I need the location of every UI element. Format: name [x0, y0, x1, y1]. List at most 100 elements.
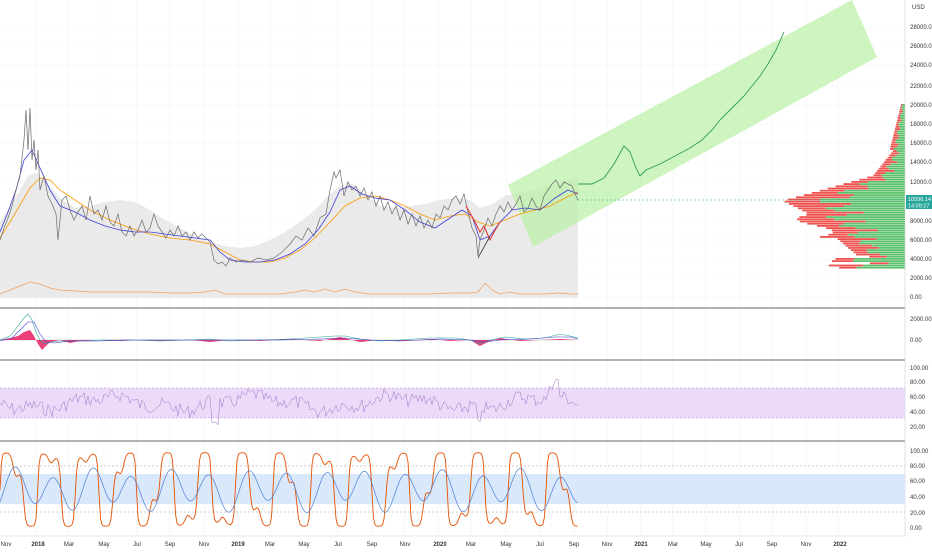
volume-profile-sell-bar [891, 143, 899, 146]
projection-path [578, 31, 785, 185]
price-tick-label: 26000.00 [910, 44, 932, 50]
stochastic-axis: 100.00 80.00 60.00 40.00 20.00 0.00 [910, 449, 929, 532]
time-tick-label: Jul [536, 542, 544, 548]
volume-profile-buy-bar [866, 249, 905, 251]
volume-profile-buy-bar [896, 150, 905, 152]
price-tick-label: 24000.00 [910, 63, 932, 69]
volume-profile-buy-bar [879, 253, 905, 256]
volume-profile-buy-bar [844, 189, 905, 192]
volume-profile-sell-bar [897, 119, 902, 122]
volume-profile-sell-bar [797, 207, 826, 210]
volume-profile-sell-bar [877, 170, 895, 172]
volume-profile-sell-bar [816, 225, 839, 227]
price-tick-label: 4000.00 [910, 257, 932, 263]
stochastic-pane[interactable] [0, 452, 905, 527]
volume-profile-sell-bar [899, 110, 903, 113]
volume-profile-buy-bar [878, 247, 905, 249]
volume-profile-sell-bar [819, 189, 845, 192]
volume-profile-sell-bar [831, 229, 878, 232]
volume-profile-sell-bar [889, 154, 896, 157]
volume-profile-buy-bar [890, 163, 905, 166]
volume-profile-sell-bar [896, 121, 900, 124]
volume-profile-sell-bar [795, 196, 850, 199]
volume-profile-sell-bar [894, 128, 901, 130]
volume-profile-buy-bar [837, 192, 905, 194]
pattern-line [477, 235, 491, 259]
volume-profile-sell-bar [892, 150, 897, 152]
volume-profile-buy-bar [853, 194, 905, 196]
volume-profile-buy-bar [899, 152, 905, 155]
current-price-tag[interactable]: 10596.14 14:09:27 [906, 195, 932, 210]
price-axis[interactable]: 28000.00 26000.00 24000.00 22000.00 20000.00… [910, 25, 932, 301]
candle-countdown: 14:09:27 [908, 204, 929, 210]
volume-profile-buy-bar [843, 205, 905, 207]
time-axis[interactable]: Nov 2018 Mar May Jul Sep Nov 2019 Mar May Jul Sep No… [1, 542, 848, 548]
volume-profile-buy-bar [898, 123, 905, 126]
volume-profile-buy-bar [877, 229, 905, 232]
macd-tick-label: 2000.00 [910, 317, 932, 323]
volume-profile-buy-bar [899, 115, 905, 117]
time-tick-label: Jul [334, 542, 342, 548]
volume-profile-buy-bar [902, 104, 905, 106]
volume-profile [784, 104, 905, 269]
volume-profile-buy-bar [838, 225, 905, 227]
volume-profile-sell-bar [895, 126, 900, 128]
time-tick-label: 2018 [31, 542, 45, 548]
pattern-highlight [465, 205, 501, 242]
rsi-pane[interactable] [0, 379, 905, 426]
volume-profile-sell-bar [859, 178, 886, 181]
time-tick-label: Nov [801, 542, 812, 548]
rsi-tick-label: 40.00 [910, 410, 926, 416]
time-tick-label: 2022 [833, 542, 847, 548]
volume-profile-sell-bar [835, 185, 867, 188]
rsi-line [0, 379, 579, 426]
volume-profile-buy-bar [825, 207, 905, 210]
volume-profile-sell-bar [893, 132, 897, 135]
price-tick-label: 2000.00 [910, 276, 932, 282]
time-tick-label: Sep [569, 542, 580, 548]
volume-profile-buy-bar [886, 165, 905, 168]
volume-profile-buy-bar [900, 112, 905, 115]
macd-pane[interactable] [0, 313, 579, 350]
price-pane[interactable] [0, 0, 905, 298]
currency-label: USD [912, 5, 925, 11]
volume-profile-buy-bar [851, 203, 905, 205]
volume-profile-sell-bar [788, 198, 821, 201]
macd-axis: 2000.00 0.00 [910, 317, 932, 344]
volume-profile-buy-bar [826, 216, 905, 218]
volume-profile-buy-bar [899, 121, 905, 124]
volume-profile-buy-bar [859, 242, 905, 245]
volume-profile-sell-bar [784, 200, 820, 203]
volume-profile-sell-bar [880, 165, 887, 168]
volume-profile-buy-bar [895, 154, 905, 157]
price-tick-label: 18000.00 [910, 122, 932, 128]
time-tick-label: Nov [400, 542, 411, 548]
volume-profile-buy-bar [853, 260, 905, 262]
volume-profile-buy-bar [846, 214, 905, 216]
volume-profile-buy-bar [888, 262, 905, 265]
volume-profile-sell-bar [891, 141, 896, 144]
volume-profile-buy-bar [866, 185, 905, 188]
volume-profile-sell-bar [897, 117, 901, 119]
price-tick-label: 22000.00 [910, 84, 932, 90]
volume-profile-buy-bar [819, 200, 905, 203]
time-tick-label: Mar [668, 542, 678, 548]
volume-profile-sell-bar [828, 233, 848, 236]
volume-profile-buy-bar [854, 236, 905, 238]
volume-profile-sell-bar [894, 130, 898, 133]
volume-profile-sell-bar [885, 159, 893, 161]
rsi-axis: 100.00 80.00 60.00 40.00 20.00 [910, 366, 929, 431]
volume-profile-buy-bar [888, 167, 905, 170]
rsi-tick-label: 100.00 [910, 366, 929, 372]
volume-profile-buy-bar [901, 106, 905, 108]
volume-profile-sell-bar [793, 205, 844, 207]
volume-profile-buy-bar [897, 161, 905, 163]
time-tick-label: 2019 [231, 542, 245, 548]
volume-profile-buy-bar [820, 198, 905, 201]
volume-profile-buy-bar [855, 227, 905, 229]
volume-profile-sell-bar [826, 227, 856, 229]
price-tick-label: 16000.00 [910, 141, 932, 147]
volume-profile-buy-bar [901, 108, 905, 111]
bollinger-band [0, 172, 578, 298]
